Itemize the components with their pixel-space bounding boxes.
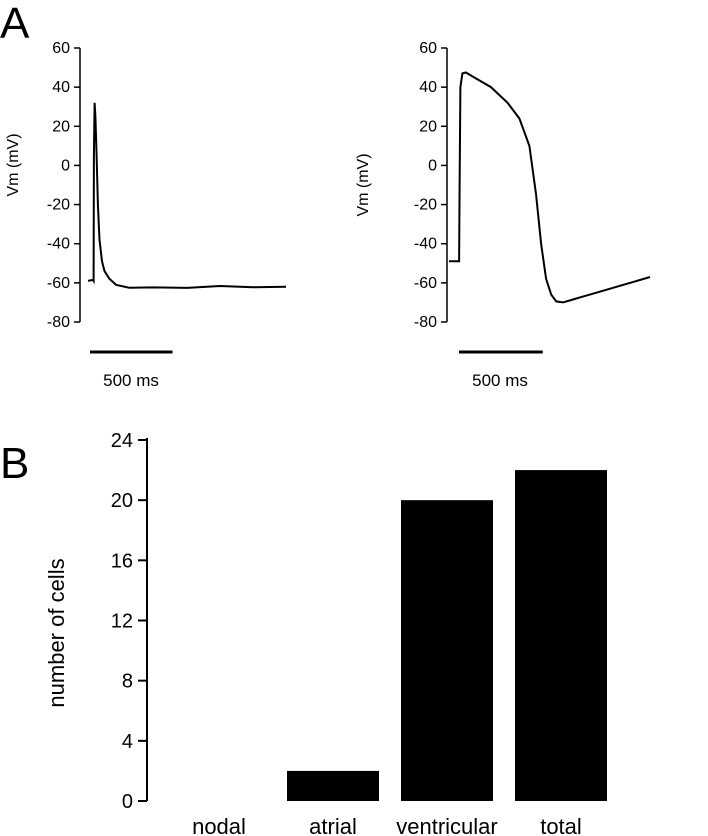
- y-tick-label: -20: [47, 197, 70, 214]
- series-line: [87, 102, 287, 289]
- y-tick-label: 0: [122, 791, 133, 813]
- bar-ventricular: [401, 500, 493, 801]
- y-tick-label: 40: [419, 79, 437, 96]
- chart-b: 0 4 8 12 16 20 24 number of cells nodal atrial v…: [44, 430, 607, 836]
- chart-a-right: 60 40 20 0 -20 -40 -60 -80 Vm (mV) 500 ms: [355, 40, 651, 390]
- y-tick-label: 20: [419, 118, 437, 135]
- y-tick-label: 20: [52, 118, 70, 135]
- scale-bar-label: 500 ms: [103, 371, 159, 390]
- y-tick-label: -40: [414, 236, 437, 253]
- x-category-label: ventricular: [396, 814, 497, 836]
- chart-a-left: 60 40 20 0 -20 -40 -60 -80 Vm (mV) 500 ms: [5, 40, 287, 390]
- y-tick-label: 12: [111, 611, 133, 633]
- x-axis-categories: nodal atrial ventricular total: [192, 814, 582, 836]
- y-tick-label: 16: [111, 550, 133, 572]
- bars: [287, 470, 607, 801]
- y-axis-ticks: 60 40 20 0 -20 -40 -60 -80: [414, 40, 447, 331]
- x-category-label: total: [540, 814, 582, 836]
- y-tick-label: 0: [61, 157, 70, 174]
- y-axis-ticks: 0 4 8 12 16 20 24: [111, 430, 147, 813]
- y-axis-label: Vm (mV): [5, 133, 22, 196]
- y-tick-label: 40: [52, 79, 70, 96]
- y-tick-label: 4: [122, 731, 133, 753]
- series-line: [449, 71, 651, 304]
- x-category-label: atrial: [309, 814, 357, 836]
- bar-atrial: [287, 770, 379, 801]
- y-tick-label: 0: [428, 157, 437, 174]
- x-category-label: nodal: [192, 814, 246, 836]
- y-tick-label: -40: [47, 236, 70, 253]
- y-tick-label: -60: [47, 275, 70, 292]
- panel-letter-a: A: [0, 0, 30, 48]
- scale-bar-label: 500 ms: [472, 371, 528, 390]
- bar-total: [515, 470, 607, 801]
- y-tick-label: 24: [111, 430, 133, 452]
- y-axis-label: Vm (mV): [355, 153, 372, 216]
- y-tick-label: 8: [122, 671, 133, 693]
- y-tick-label: -80: [414, 314, 437, 331]
- y-tick-label: -60: [414, 275, 437, 292]
- y-tick-label: -80: [47, 314, 70, 331]
- y-tick-label: -20: [414, 197, 437, 214]
- panel-letter-b: B: [0, 439, 29, 488]
- y-axis-label: number of cells: [44, 558, 69, 707]
- y-tick-label: 20: [111, 490, 133, 512]
- y-axis-ticks: 60 40 20 0 -20 -40 -60 -80: [47, 40, 80, 331]
- y-tick-label: 60: [52, 40, 70, 57]
- y-tick-label: 60: [419, 40, 437, 57]
